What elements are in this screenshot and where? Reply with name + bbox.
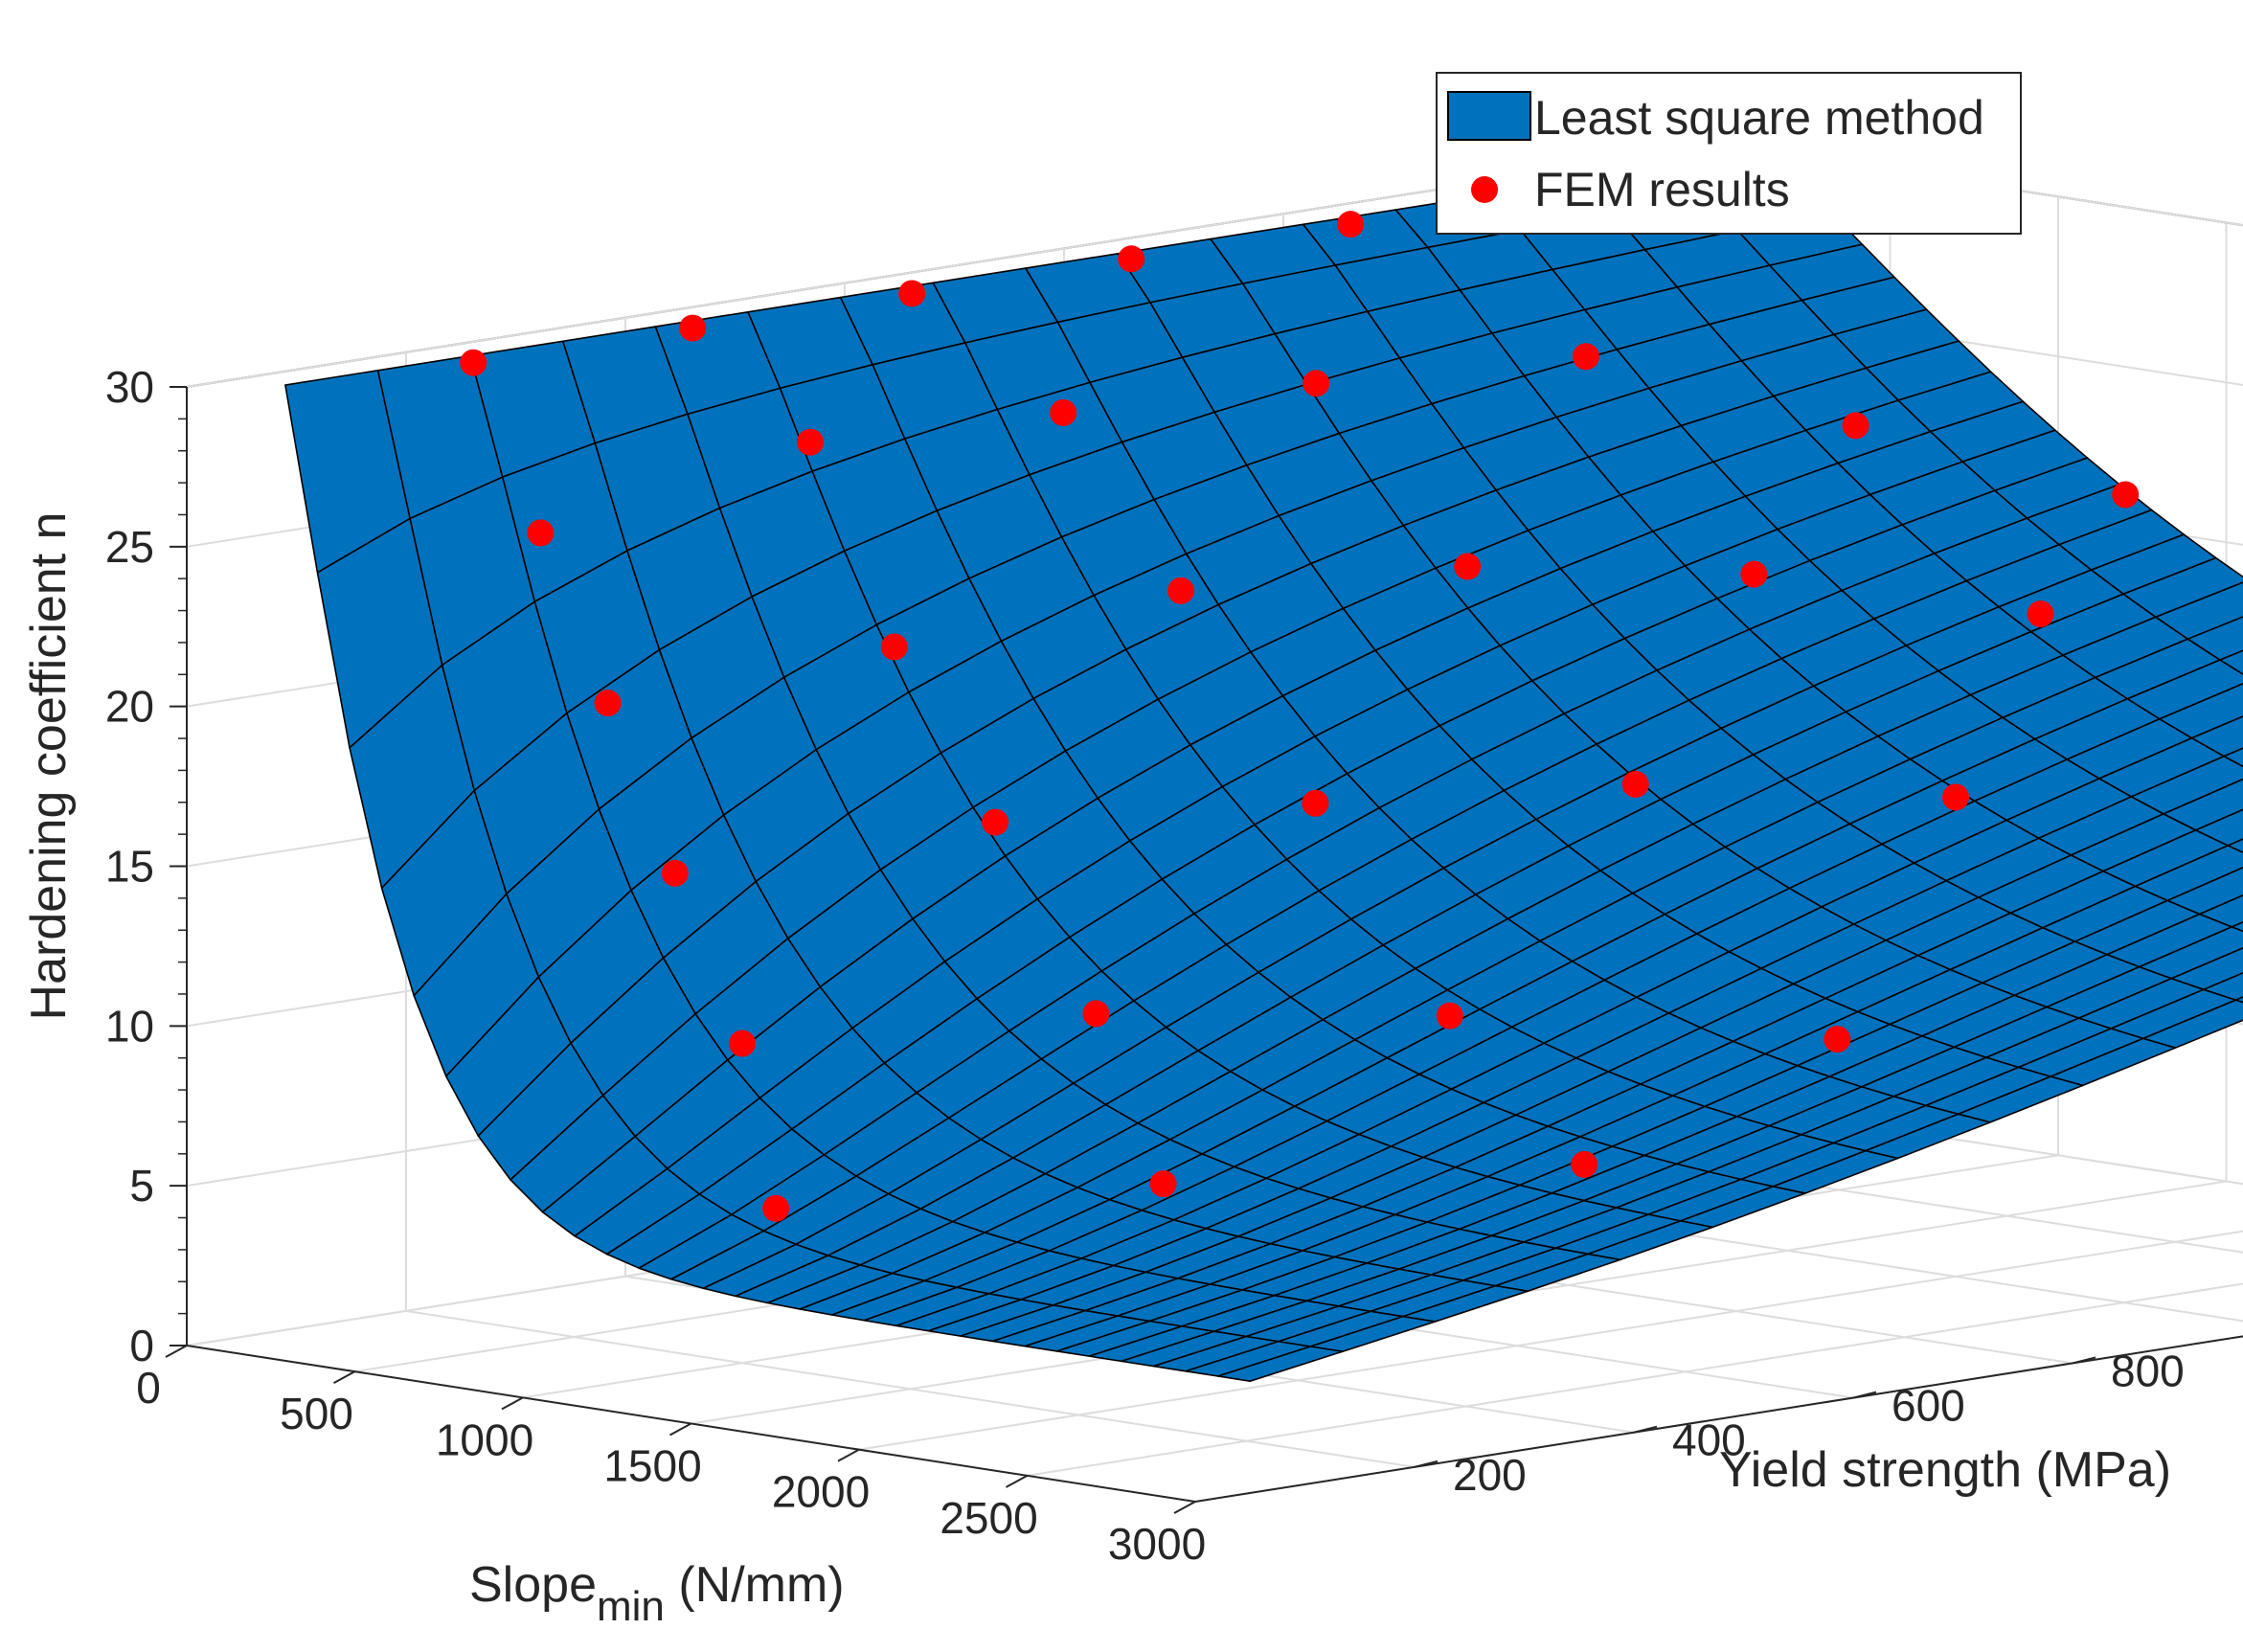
y-tick-label: 600: [1892, 1381, 1965, 1431]
y-axis-label: Yield strength (MPa): [1719, 1442, 2171, 1498]
fem-point: [1150, 1170, 1177, 1197]
z-axis-label-text: Hardening coefficient n: [21, 512, 77, 1021]
x-tick: [838, 1450, 859, 1461]
fem-point: [762, 1195, 789, 1222]
fem-point: [1824, 1026, 1850, 1052]
fem-point: [2028, 600, 2054, 627]
fem-point: [1740, 561, 1767, 588]
fem-point: [1082, 1000, 1109, 1027]
x-tick: [502, 1397, 523, 1409]
fem-point: [1118, 245, 1144, 272]
x-tick: [1174, 1502, 1195, 1513]
fem-point: [1942, 783, 1969, 810]
fem-point: [2112, 482, 2139, 509]
x-tick-label: 3000: [1108, 1519, 1206, 1569]
z-tick-label: 10: [105, 1001, 154, 1051]
x-tick-label: 500: [280, 1389, 353, 1438]
fem-point: [595, 690, 622, 716]
fem-point: [1571, 1151, 1597, 1178]
x-tick: [1007, 1476, 1028, 1487]
fem-point: [797, 429, 824, 456]
z-tick-label: 30: [105, 362, 154, 412]
x-tick: [334, 1371, 355, 1383]
fem-point: [1302, 790, 1328, 817]
x-axis-label-unit: (N/mm): [665, 1557, 845, 1613]
fem-point: [679, 315, 706, 342]
legend-label-fem: FEM results: [1534, 163, 1790, 216]
fem-point: [1622, 771, 1649, 798]
x-tick-label: 2000: [772, 1467, 870, 1517]
fem-point: [527, 519, 554, 546]
legend: Least square method FEM results: [1437, 73, 2021, 234]
x-tick-label: 2500: [940, 1493, 1037, 1543]
fem-point: [1337, 211, 1364, 238]
fem-point: [1303, 370, 1329, 396]
z-tick-label: 15: [105, 842, 154, 892]
x-axis-label-main: Slope: [469, 1557, 597, 1613]
fem-point: [1573, 343, 1599, 370]
fem-point: [1050, 399, 1076, 426]
fem-point: [982, 809, 1008, 836]
fem-point: [729, 1030, 756, 1057]
z-axis-label: Hardening coefficient n: [21, 512, 77, 1021]
fem-point: [881, 633, 908, 660]
y-tick-label: 800: [2111, 1346, 2185, 1395]
fem-point: [1843, 412, 1869, 439]
x-tick: [166, 1346, 187, 1357]
fem-point: [662, 860, 689, 887]
legend-marker-fem: [1471, 176, 1498, 203]
legend-surface-swatch: [1448, 92, 1530, 140]
x-tick: [670, 1424, 691, 1436]
z-tick-label: 20: [105, 682, 154, 732]
fem-point: [898, 280, 925, 306]
x-tick-label: 1000: [436, 1414, 533, 1464]
surface-least-square: [285, 151, 2243, 1381]
fem-point: [1454, 554, 1481, 580]
fem-point: [460, 350, 487, 376]
z-tick-label: 0: [129, 1321, 154, 1370]
x-axis-label: Slopemin (N/mm): [469, 1557, 845, 1630]
y-tick-label: 200: [1453, 1450, 1527, 1500]
fem-point: [1167, 577, 1194, 604]
z-tick-label: 25: [105, 522, 154, 572]
legend-label-surface: Least square method: [1534, 91, 1984, 145]
x-axis-label-sub: min: [597, 1583, 665, 1630]
fem-point: [1437, 1003, 1463, 1030]
x-tick-label: 1500: [603, 1441, 701, 1491]
z-tick-label: 5: [129, 1161, 154, 1211]
